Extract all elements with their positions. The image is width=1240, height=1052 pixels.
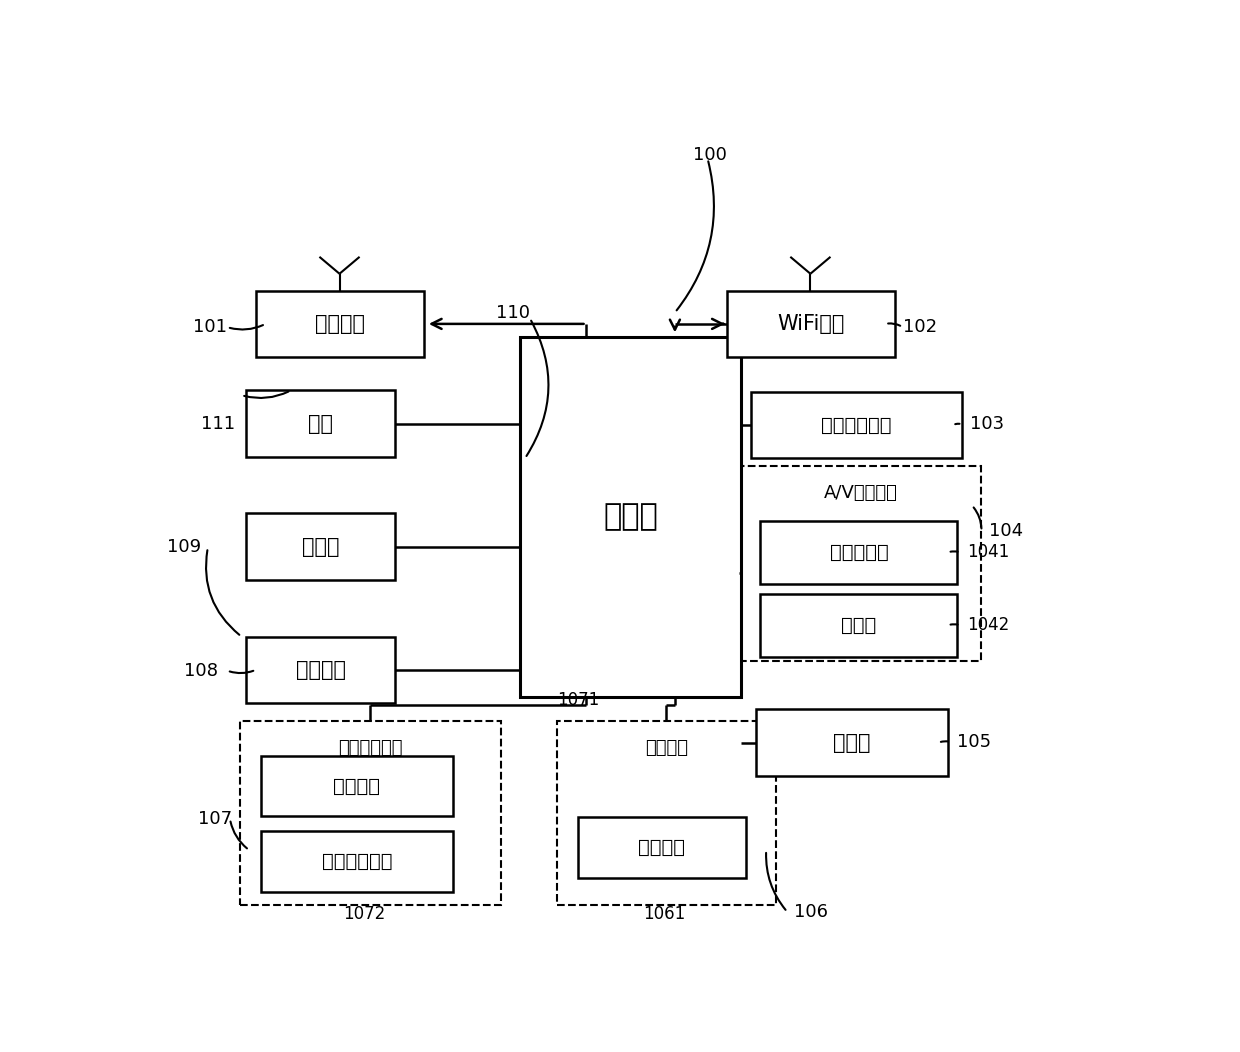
Text: 触控面板: 触控面板	[334, 776, 381, 795]
Text: 1061: 1061	[644, 905, 686, 923]
Bar	[247, 636, 396, 703]
Text: 105: 105	[957, 733, 992, 751]
Text: 110: 110	[496, 304, 531, 322]
Text: 1041: 1041	[967, 543, 1009, 562]
Text: 电源: 电源	[309, 413, 334, 433]
Text: A/V输入单元: A/V输入单元	[823, 484, 898, 502]
Bar	[521, 337, 742, 697]
Text: 103: 103	[970, 416, 1004, 433]
Text: 传感器: 传感器	[833, 732, 870, 752]
Text: 其他输入设备: 其他输入设备	[321, 852, 392, 871]
Bar	[255, 290, 424, 357]
Bar	[727, 290, 895, 357]
Text: 102: 102	[903, 318, 936, 337]
Text: WiFi模块: WiFi模块	[777, 313, 844, 333]
Text: 接口单元: 接口单元	[296, 660, 346, 680]
Text: 106: 106	[794, 903, 828, 920]
Text: 1072: 1072	[343, 905, 386, 923]
Text: 麦克风: 麦克风	[841, 615, 877, 634]
Text: 显示单元: 显示单元	[645, 739, 688, 756]
Bar	[247, 513, 396, 580]
Bar	[760, 593, 957, 656]
Text: 108: 108	[184, 662, 218, 680]
Text: 显示面板: 显示面板	[639, 838, 686, 857]
Text: 104: 104	[990, 522, 1023, 541]
Text: 101: 101	[193, 318, 227, 337]
Text: 存储器: 存储器	[303, 537, 340, 557]
Bar	[578, 817, 746, 878]
Text: 射频单元: 射频单元	[315, 313, 365, 333]
Bar	[755, 709, 947, 776]
Text: 1042: 1042	[967, 616, 1009, 634]
Text: 图形处理器: 图形处理器	[830, 543, 888, 562]
Text: 109: 109	[166, 539, 201, 557]
Bar	[239, 721, 501, 906]
Bar	[247, 390, 396, 457]
Bar	[260, 755, 453, 816]
Text: 111: 111	[201, 414, 236, 432]
Bar	[260, 831, 453, 892]
Text: 用户输入单元: 用户输入单元	[339, 739, 403, 756]
Bar	[557, 721, 776, 906]
Text: 1071: 1071	[557, 691, 599, 709]
Text: 音频输出单元: 音频输出单元	[821, 416, 892, 434]
Text: 100: 100	[693, 145, 727, 164]
Text: 处理器: 处理器	[604, 503, 658, 531]
Bar	[760, 521, 957, 584]
Bar	[751, 392, 962, 459]
Bar	[739, 466, 982, 661]
Text: 107: 107	[198, 810, 232, 828]
